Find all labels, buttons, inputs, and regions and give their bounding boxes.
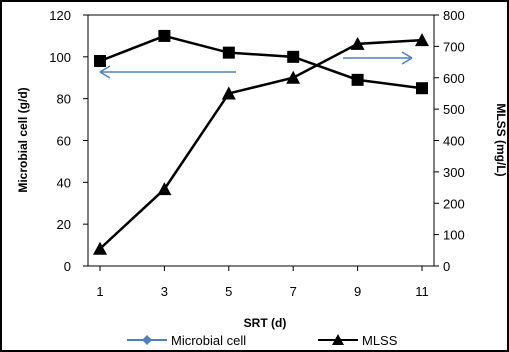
- microbial-cell-square-marker: [351, 73, 364, 86]
- right-arrow-head: [401, 51, 413, 65]
- microbial-cell-square-marker: [416, 82, 428, 95]
- legend-microbial-diamond: [142, 335, 152, 345]
- y-right-tick-label: 500: [443, 102, 465, 117]
- y-right-tick-label: 0: [443, 259, 450, 274]
- left-arrow-head: [99, 65, 111, 79]
- series-lines: [99, 34, 423, 250]
- mlss-point: [221, 86, 236, 100]
- legend: Microbial cell MLSS: [127, 333, 398, 348]
- x-axis: 1 3 5 7 9 11: [96, 266, 429, 299]
- mlss-point: [286, 70, 301, 84]
- y-left-tick-label: 60: [57, 134, 71, 149]
- y-right-tick-label: 400: [443, 134, 465, 149]
- mlss-point: [350, 36, 365, 50]
- right-axis: 0 100 200 300 400 500 600 700 800: [434, 8, 465, 274]
- x-tick-label: 11: [415, 284, 429, 299]
- right-arrow-annotation: [343, 51, 413, 65]
- x-tick-label: 9: [354, 284, 361, 299]
- x-tick-label: 1: [96, 284, 103, 299]
- y-left-axis-title: Microbial cell (g/d): [16, 87, 30, 192]
- series-line-1: [99, 38, 423, 250]
- mlss-point: [415, 33, 429, 47]
- mlss-point: [93, 241, 107, 255]
- microbial-cell-square-marker: [222, 46, 235, 59]
- x-tick-label: 3: [161, 284, 168, 299]
- left-arrow-annotation: [99, 65, 236, 79]
- y-right-tick-label: 800: [443, 8, 465, 23]
- y-left-tick-label: 100: [49, 50, 71, 65]
- microbial-cell-square-marker: [158, 29, 171, 42]
- y-right-tick-label: 100: [443, 228, 465, 243]
- legend-mlss-label: MLSS: [362, 333, 398, 348]
- mlss-point: [157, 182, 172, 196]
- y-right-tick-label: 300: [443, 165, 465, 180]
- y-left-tick-label: 0: [64, 259, 71, 274]
- series-markers: [93, 29, 429, 255]
- microbial-cell-square-marker: [287, 50, 300, 63]
- x-tick-label: 7: [290, 284, 297, 299]
- y-left-tick-label: 120: [49, 8, 71, 23]
- y-left-tick-label: 20: [57, 217, 71, 232]
- y-left-tick-label: 80: [57, 92, 71, 107]
- y-right-axis-title: MLSS (mg/L): [494, 103, 508, 176]
- y-right-tick-label: 600: [443, 71, 465, 86]
- legend-mlss-triangle: [332, 334, 344, 345]
- y-right-tick-label: 700: [443, 39, 465, 54]
- microbial-cell-square-marker: [94, 55, 106, 68]
- left-axis: 0 20 40 60 80 100 120: [49, 8, 88, 274]
- y-right-tick-label: 200: [443, 196, 465, 211]
- x-axis-title: SRT (d): [244, 316, 287, 330]
- x-tick-label: 5: [225, 284, 232, 299]
- y-left-tick-label: 40: [57, 175, 71, 190]
- series-line-0: [99, 34, 423, 90]
- legend-microbial-label: Microbial cell: [171, 333, 246, 348]
